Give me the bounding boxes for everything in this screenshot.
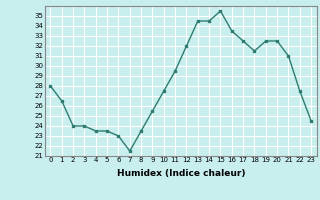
- X-axis label: Humidex (Indice chaleur): Humidex (Indice chaleur): [116, 169, 245, 178]
